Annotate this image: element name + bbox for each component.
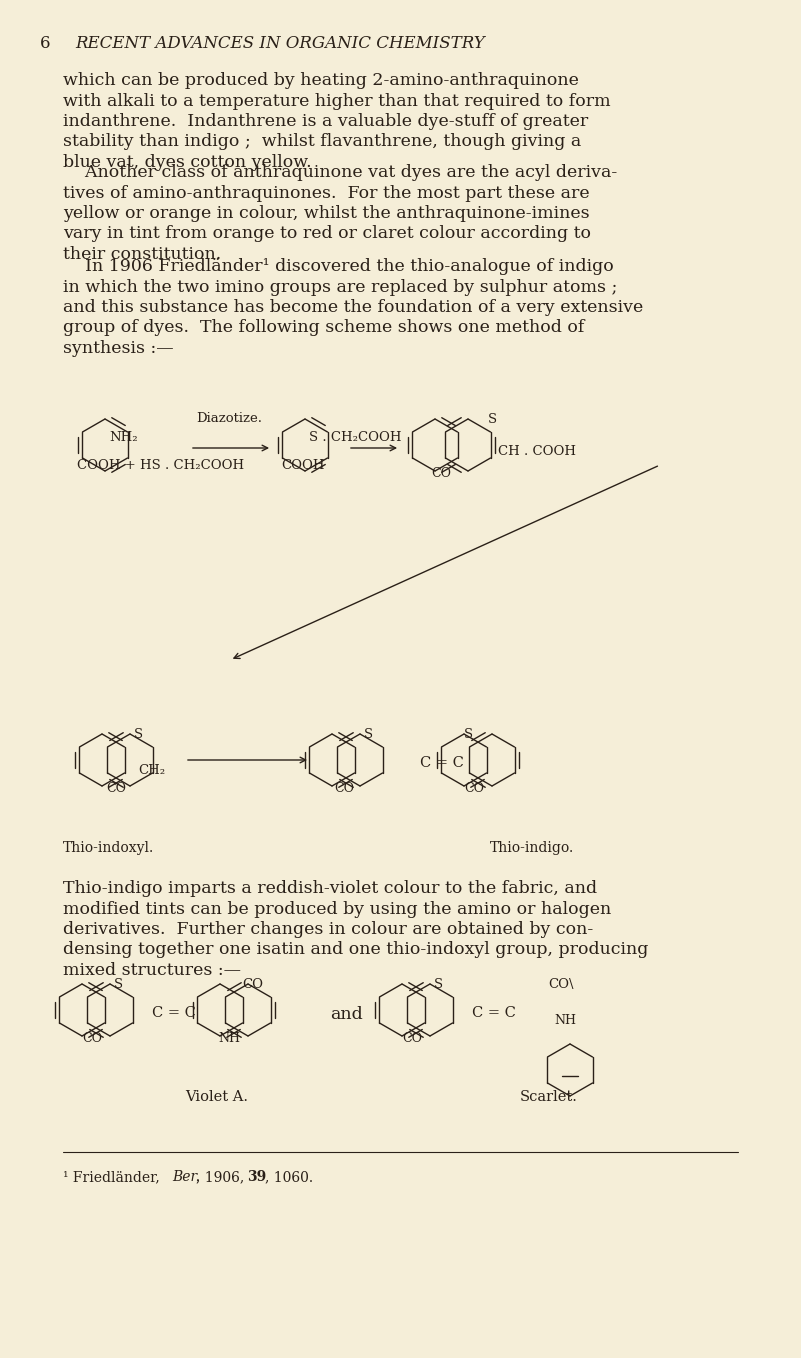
Text: their constitution.: their constitution. [63, 246, 221, 263]
Text: S: S [464, 728, 473, 741]
Text: mixed structures :—: mixed structures :— [63, 961, 241, 979]
Text: , 1060.: , 1060. [265, 1171, 313, 1184]
Text: C = C: C = C [420, 756, 464, 770]
Text: S: S [364, 728, 373, 741]
Text: CO: CO [402, 1032, 422, 1046]
Text: ¹ Friedländer,: ¹ Friedländer, [63, 1171, 164, 1184]
Text: NH₂: NH₂ [109, 430, 138, 444]
Text: stability than indigo ;  whilst flavanthrene, though giving a: stability than indigo ; whilst flavanthr… [63, 133, 582, 151]
Text: Thio-indigo imparts a reddish-violet colour to the fabric, and: Thio-indigo imparts a reddish-violet col… [63, 880, 597, 898]
Text: S: S [434, 978, 443, 991]
Text: CO: CO [464, 782, 484, 794]
Text: and: and [330, 1006, 363, 1023]
Text: tives of amino-anthraquinones.  For the most part these are: tives of amino-anthraquinones. For the m… [63, 185, 590, 201]
Text: and this substance has become the foundation of a very extensive: and this substance has become the founda… [63, 299, 643, 316]
Text: C = C: C = C [472, 1006, 516, 1020]
Text: indanthrene.  Indanthrene is a valuable dye-stuff of greater: indanthrene. Indanthrene is a valuable d… [63, 113, 588, 130]
Text: S . CH₂COOH: S . CH₂COOH [309, 430, 401, 444]
Text: Diazotize.: Diazotize. [196, 411, 262, 425]
Text: densing together one isatin and one thio-indoxyl group, producing: densing together one isatin and one thio… [63, 941, 648, 959]
Text: Violet A.: Violet A. [185, 1090, 248, 1104]
Text: CO: CO [82, 1032, 102, 1046]
Text: RECENT ADVANCES IN ORGANIC CHEMISTRY: RECENT ADVANCES IN ORGANIC CHEMISTRY [75, 35, 485, 52]
Text: S: S [114, 978, 123, 991]
Text: yellow or orange in colour, whilst the anthraquinone-imines: yellow or orange in colour, whilst the a… [63, 205, 590, 221]
Text: , 1906,: , 1906, [196, 1171, 248, 1184]
Text: 6: 6 [40, 35, 50, 52]
Text: C = C: C = C [152, 1006, 196, 1020]
Text: S: S [134, 728, 143, 741]
Text: derivatives.  Further changes in colour are obtained by con-: derivatives. Further changes in colour a… [63, 921, 594, 938]
Text: group of dyes.  The following scheme shows one method of: group of dyes. The following scheme show… [63, 319, 585, 337]
Text: in which the two imino groups are replaced by sulphur atoms ;: in which the two imino groups are replac… [63, 278, 618, 296]
Text: Thio-indigo.: Thio-indigo. [490, 841, 574, 856]
Text: COOH + HS . CH₂COOH: COOH + HS . CH₂COOH [77, 459, 244, 473]
Text: blue vat, dyes cotton yellow.: blue vat, dyes cotton yellow. [63, 153, 312, 171]
Text: Scarlet.: Scarlet. [520, 1090, 578, 1104]
Text: CO: CO [431, 467, 451, 479]
Text: modified tints can be produced by using the amino or halogen: modified tints can be produced by using … [63, 900, 611, 918]
Text: Another class of anthraquinone vat dyes are the acyl deriva-: Another class of anthraquinone vat dyes … [63, 164, 618, 181]
Text: synthesis :—: synthesis :— [63, 340, 174, 357]
Text: CO: CO [106, 782, 126, 794]
Text: CO: CO [334, 782, 354, 794]
Text: which can be produced by heating 2-amino-anthraquinone: which can be produced by heating 2-amino… [63, 72, 579, 90]
Text: In 1906 Friedländer¹ discovered the thio-analogue of indigo: In 1906 Friedländer¹ discovered the thio… [63, 258, 614, 276]
Text: S: S [488, 413, 497, 426]
Text: COOH: COOH [281, 459, 324, 473]
Text: 39: 39 [247, 1171, 266, 1184]
Text: NH: NH [554, 1014, 576, 1027]
Text: vary in tint from orange to red or claret colour according to: vary in tint from orange to red or clare… [63, 225, 591, 243]
Text: Thio-indoxyl.: Thio-indoxyl. [63, 841, 155, 856]
Text: CH . COOH: CH . COOH [498, 445, 576, 458]
Text: Ber.: Ber. [172, 1171, 200, 1184]
Text: CO\: CO\ [548, 978, 574, 991]
Text: NH: NH [218, 1032, 240, 1046]
Text: CO: CO [242, 978, 263, 991]
Text: with alkali to a temperature higher than that required to form: with alkali to a temperature higher than… [63, 92, 610, 110]
Text: CH₂: CH₂ [138, 765, 165, 777]
